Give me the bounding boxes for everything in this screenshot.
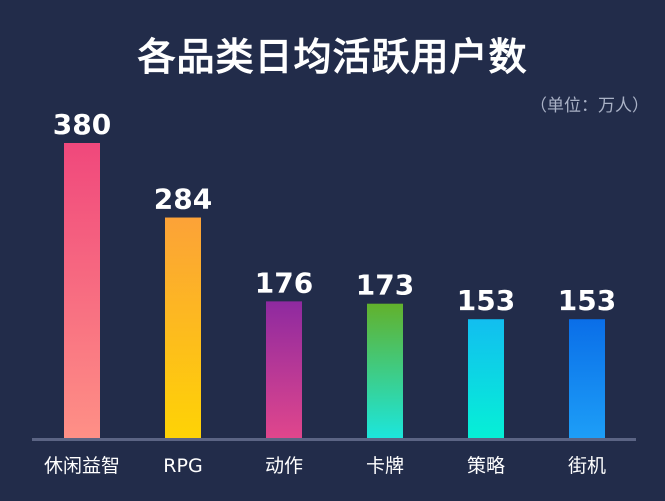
x-tick-label: RPG [163, 455, 202, 477]
value-label: 284 [154, 183, 212, 216]
value-label: 153 [457, 284, 515, 317]
bar-休闲益智 [64, 143, 100, 438]
bar-卡牌 [367, 303, 403, 438]
bar-街机 [569, 319, 605, 438]
value-label: 176 [255, 266, 313, 299]
x-tick-labels-group: 休闲益智 RPG 动作 卡牌 策略 街机 [44, 455, 606, 477]
bar-动作 [266, 301, 302, 438]
x-tick-label: 休闲益智 [44, 455, 120, 477]
bar-RPG [165, 217, 201, 438]
x-tick-label: 卡牌 [366, 455, 404, 477]
x-tick-label: 动作 [265, 455, 303, 477]
x-tick-label: 策略 [467, 455, 505, 477]
x-tick-label: 街机 [568, 455, 606, 477]
value-label: 153 [558, 284, 616, 317]
bar-策略 [468, 319, 504, 438]
chart-title: 各品类日均活跃用户数 [137, 35, 528, 79]
value-label: 173 [356, 269, 414, 302]
chart-unit-note: （单位：万人） [530, 96, 649, 116]
bars-group [64, 143, 605, 438]
value-labels-group: 380 284 176 173 153 153 [53, 108, 616, 317]
value-label: 380 [53, 108, 111, 141]
